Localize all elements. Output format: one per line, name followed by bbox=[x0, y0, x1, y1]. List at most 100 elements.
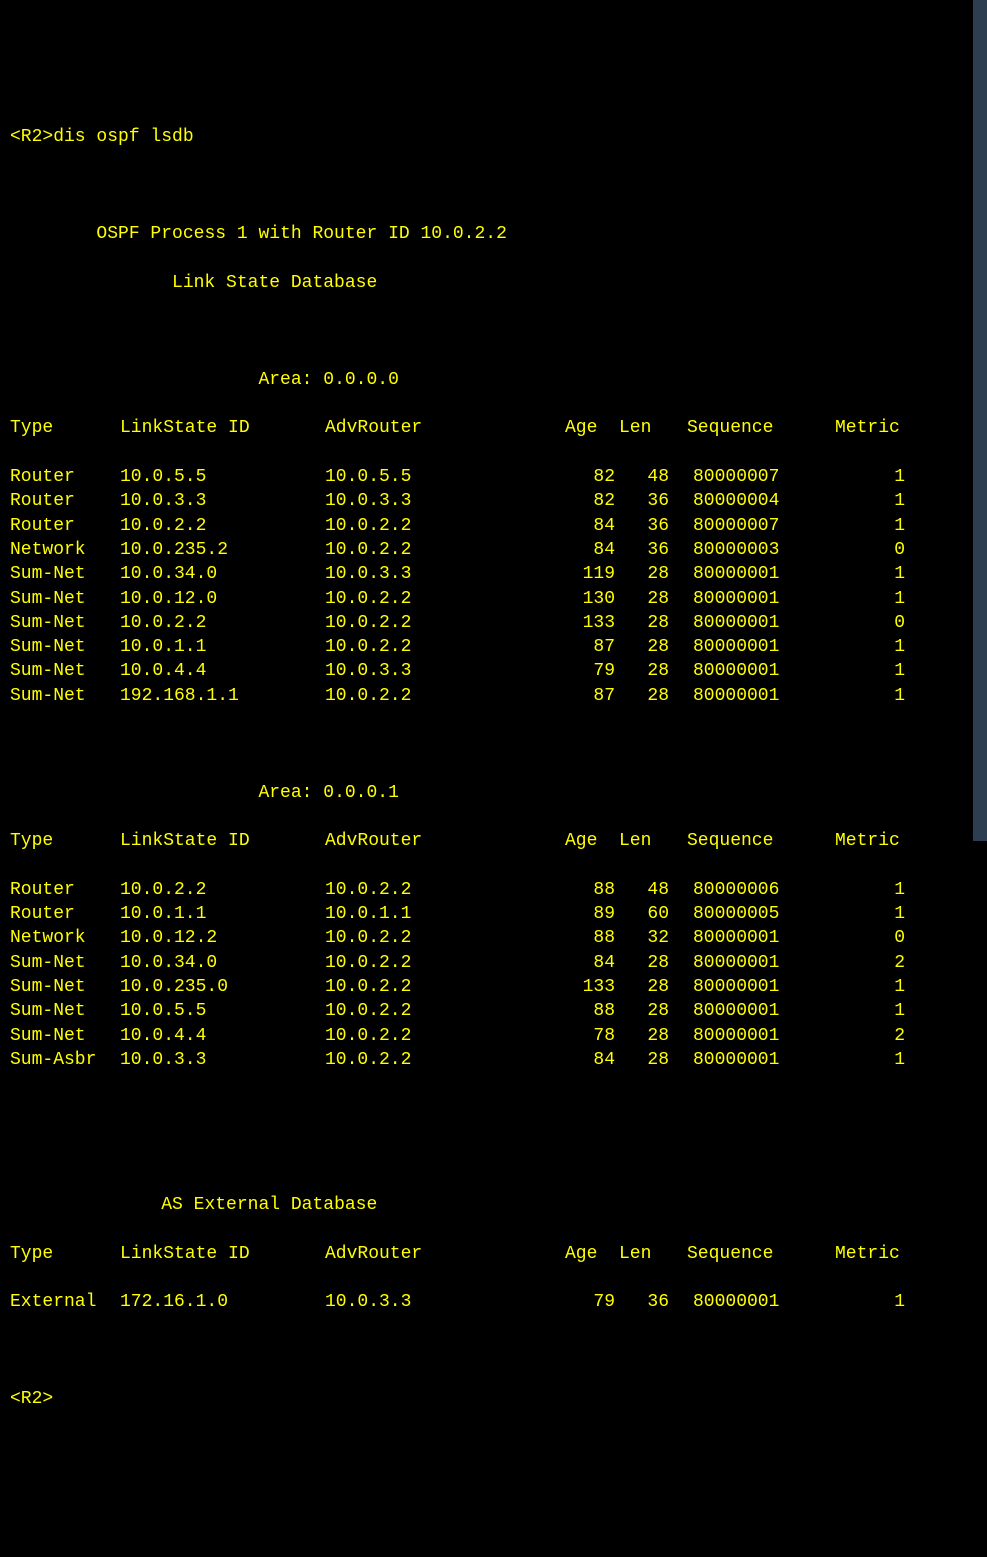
cell-met: 1 bbox=[815, 878, 905, 902]
cell-ls: 10.0.2.2 bbox=[120, 514, 325, 538]
cell-adv: 10.0.5.5 bbox=[325, 465, 555, 489]
cell-adv: 10.0.2.2 bbox=[325, 926, 555, 950]
cell-seq: 80000001 bbox=[675, 562, 815, 586]
col-len: Len bbox=[615, 416, 675, 440]
table-row: Sum-Asbr10.0.3.310.0.2.28428800000011 bbox=[10, 1048, 973, 1072]
cell-type: Sum-Net bbox=[10, 684, 120, 708]
cell-type: Network bbox=[10, 926, 120, 950]
cell-adv: 10.0.2.2 bbox=[325, 878, 555, 902]
cell-type: Router bbox=[10, 878, 120, 902]
cell-age: 89 bbox=[555, 902, 615, 926]
cell-met: 1 bbox=[815, 1048, 905, 1072]
table-row: Router10.0.2.210.0.2.28848800000061 bbox=[10, 878, 973, 902]
table-row: Sum-Net10.0.2.210.0.2.213328800000010 bbox=[10, 611, 973, 635]
terminal-output: <R2>dis ospf lsdb OSPF Process 1 with Ro… bbox=[10, 101, 973, 1436]
cell-type: Router bbox=[10, 902, 120, 926]
cell-ls: 10.0.5.5 bbox=[120, 465, 325, 489]
cell-adv: 10.0.2.2 bbox=[325, 611, 555, 635]
cell-adv: 10.0.1.1 bbox=[325, 902, 555, 926]
cell-len: 28 bbox=[615, 635, 675, 659]
cell-seq: 80000001 bbox=[675, 635, 815, 659]
cell-ls: 10.0.4.4 bbox=[120, 659, 325, 683]
cell-met: 1 bbox=[815, 587, 905, 611]
col-linkstate: LinkState ID bbox=[120, 416, 325, 440]
external-db-label: AS External Database bbox=[10, 1193, 973, 1217]
cell-seq: 80000001 bbox=[675, 999, 815, 1023]
table-row: Sum-Net10.0.5.510.0.2.28828800000011 bbox=[10, 999, 973, 1023]
cell-ls: 10.0.4.4 bbox=[120, 1024, 325, 1048]
table-row: Network10.0.12.210.0.2.28832800000010 bbox=[10, 926, 973, 950]
cell-adv: 10.0.2.2 bbox=[325, 635, 555, 659]
cell-seq: 80000001 bbox=[675, 926, 815, 950]
col-metric: Metric bbox=[815, 416, 905, 440]
cell-age: 133 bbox=[555, 611, 615, 635]
cell-ls: 192.168.1.1 bbox=[120, 684, 325, 708]
cell-ls: 10.0.1.1 bbox=[120, 635, 325, 659]
cell-type: External bbox=[10, 1290, 120, 1314]
table-row: Router10.0.5.510.0.5.58248800000071 bbox=[10, 465, 973, 489]
cell-type: Sum-Asbr bbox=[10, 1048, 120, 1072]
cell-seq: 80000005 bbox=[675, 902, 815, 926]
cell-adv: 10.0.3.3 bbox=[325, 562, 555, 586]
cell-age: 84 bbox=[555, 1048, 615, 1072]
table-row: Network10.0.235.210.0.2.28436800000030 bbox=[10, 538, 973, 562]
cell-age: 84 bbox=[555, 514, 615, 538]
cell-met: 2 bbox=[815, 951, 905, 975]
cell-adv: 10.0.2.2 bbox=[325, 514, 555, 538]
cell-seq: 80000007 bbox=[675, 514, 815, 538]
cell-type: Network bbox=[10, 538, 120, 562]
cell-seq: 80000006 bbox=[675, 878, 815, 902]
cell-type: Sum-Net bbox=[10, 635, 120, 659]
table-row: Router10.0.3.310.0.3.38236800000041 bbox=[10, 489, 973, 513]
cell-age: 87 bbox=[555, 635, 615, 659]
ospf-header: OSPF Process 1 with Router ID 10.0.2.2 bbox=[10, 222, 973, 246]
command-prompt: <R2>dis ospf lsdb bbox=[10, 125, 973, 149]
table-row: Sum-Net10.0.235.010.0.2.213328800000011 bbox=[10, 975, 973, 999]
cell-len: 28 bbox=[615, 684, 675, 708]
command-prompt-end[interactable]: <R2> bbox=[10, 1387, 973, 1411]
cell-ls: 10.0.2.2 bbox=[120, 878, 325, 902]
cell-seq: 80000001 bbox=[675, 951, 815, 975]
cell-len: 48 bbox=[615, 465, 675, 489]
table-header: Type LinkState ID AdvRouter Age Len Sequ… bbox=[10, 1242, 973, 1266]
cell-len: 28 bbox=[615, 999, 675, 1023]
table-row: Sum-Net10.0.34.010.0.2.28428800000012 bbox=[10, 951, 973, 975]
cell-ls: 10.0.1.1 bbox=[120, 902, 325, 926]
cell-met: 1 bbox=[815, 465, 905, 489]
cell-len: 36 bbox=[615, 1290, 675, 1314]
cell-age: 82 bbox=[555, 489, 615, 513]
table-row: Sum-Net10.0.12.010.0.2.213028800000011 bbox=[10, 587, 973, 611]
cell-len: 48 bbox=[615, 878, 675, 902]
cell-met: 1 bbox=[815, 635, 905, 659]
cell-age: 82 bbox=[555, 465, 615, 489]
cell-met: 0 bbox=[815, 611, 905, 635]
cell-met: 1 bbox=[815, 975, 905, 999]
cell-met: 1 bbox=[815, 562, 905, 586]
cell-seq: 80000001 bbox=[675, 659, 815, 683]
cell-adv: 10.0.2.2 bbox=[325, 538, 555, 562]
cell-ls: 10.0.34.0 bbox=[120, 562, 325, 586]
col-advrouter: AdvRouter bbox=[325, 416, 555, 440]
cell-seq: 80000001 bbox=[675, 1024, 815, 1048]
cell-ls: 10.0.3.3 bbox=[120, 489, 325, 513]
cell-ls: 10.0.34.0 bbox=[120, 951, 325, 975]
cell-adv: 10.0.3.3 bbox=[325, 659, 555, 683]
cell-seq: 80000001 bbox=[675, 975, 815, 999]
cell-ls: 10.0.2.2 bbox=[120, 611, 325, 635]
cell-seq: 80000001 bbox=[675, 611, 815, 635]
cell-type: Sum-Net bbox=[10, 999, 120, 1023]
cell-met: 1 bbox=[815, 1290, 905, 1314]
table-row: Sum-Net10.0.34.010.0.3.311928800000011 bbox=[10, 562, 973, 586]
cell-len: 36 bbox=[615, 538, 675, 562]
col-sequence: Sequence bbox=[675, 416, 815, 440]
cell-len: 28 bbox=[615, 951, 675, 975]
cell-type: Sum-Net bbox=[10, 975, 120, 999]
cell-type: Router bbox=[10, 465, 120, 489]
cell-met: 1 bbox=[815, 999, 905, 1023]
cell-adv: 10.0.2.2 bbox=[325, 975, 555, 999]
cell-len: 28 bbox=[615, 1024, 675, 1048]
cell-type: Sum-Net bbox=[10, 611, 120, 635]
cell-len: 28 bbox=[615, 587, 675, 611]
cell-age: 87 bbox=[555, 684, 615, 708]
cell-ls: 10.0.12.0 bbox=[120, 587, 325, 611]
